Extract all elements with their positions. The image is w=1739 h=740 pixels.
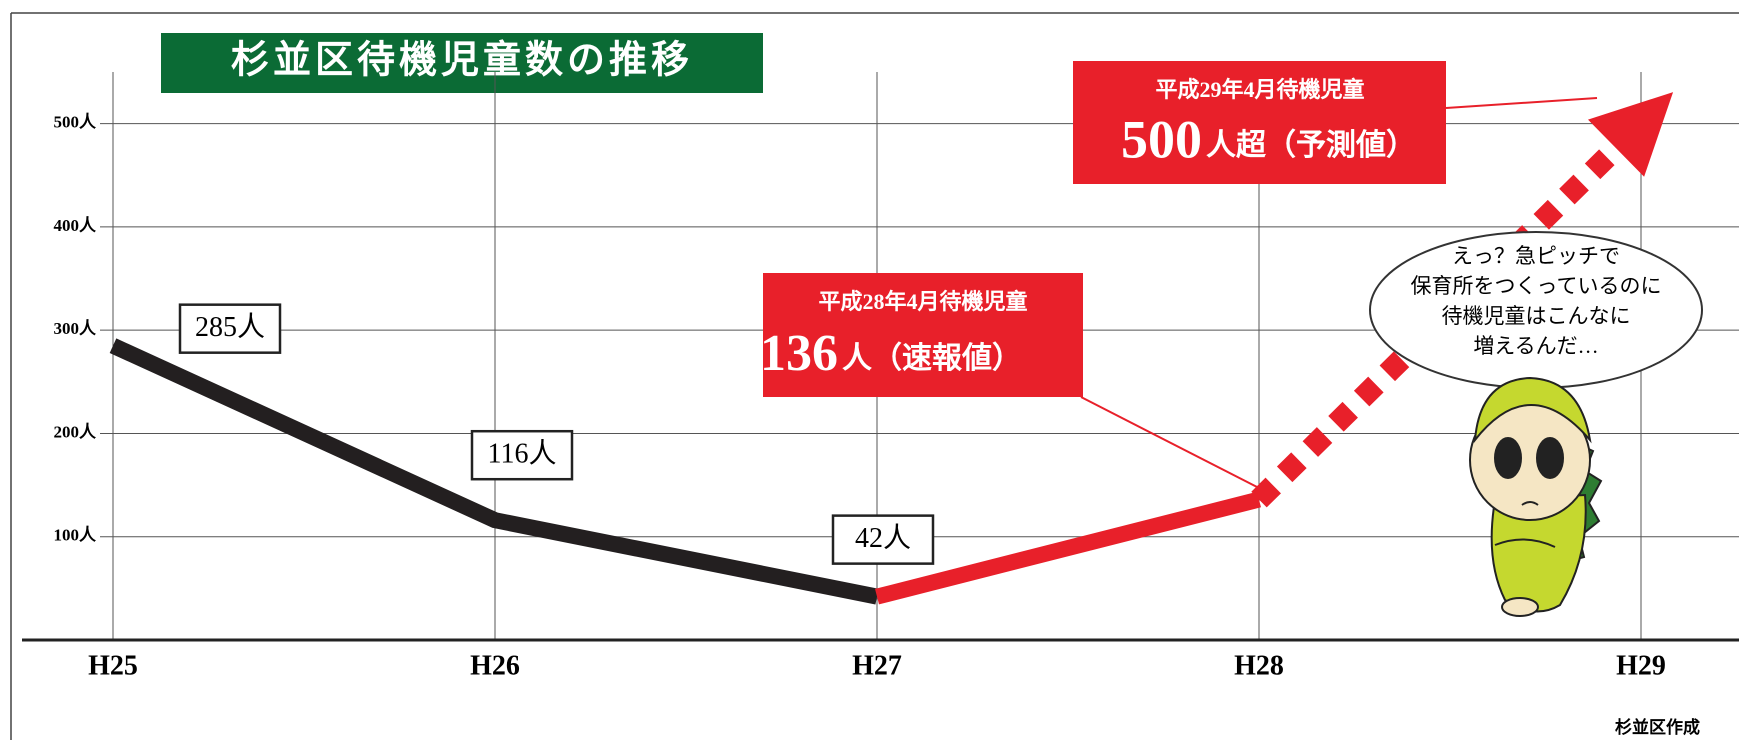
y-tick-label: 500人	[54, 113, 98, 132]
leader-line	[1446, 98, 1597, 108]
chart-title: 杉並区待機児童数の推移	[231, 39, 693, 82]
annotation-value: 136	[760, 325, 838, 382]
y-tick-label: 200人	[54, 422, 98, 441]
bubble-text: 待機児童はこんなに	[1442, 304, 1631, 328]
y-tick-label: 400人	[54, 216, 98, 235]
series-line	[877, 500, 1259, 597]
leader-line	[1081, 397, 1259, 488]
annotation-value: 500	[1121, 109, 1202, 169]
mascot	[1470, 378, 1601, 616]
y-tick-label: 300人	[54, 319, 98, 338]
x-tick-label: H25	[88, 650, 138, 681]
x-tick-label: H26	[470, 650, 520, 681]
annotation-unit: 人（速報値）	[842, 341, 1022, 375]
annotation-label: 平成29年4月待機児童	[1155, 77, 1364, 102]
bubble-text: 保育所をつくっているのに	[1411, 274, 1662, 298]
chart: 杉並区待機児童数の推移 100人 200人 300人 400人 500人 H25 H26 H2…	[0, 0, 1739, 740]
x-tick-label: H29	[1616, 650, 1666, 681]
value-label: 285人	[195, 312, 265, 343]
bubble-text: えっ？急ピッチで	[1452, 244, 1620, 268]
y-tick-label: 100人	[54, 526, 98, 545]
annotation-unit: 人超（予測値）	[1206, 128, 1416, 162]
value-label: 116人	[488, 439, 557, 470]
x-tick-label: H28	[1234, 650, 1284, 681]
x-tick-label: H27	[852, 650, 902, 681]
credit: 杉並区作成	[1615, 717, 1700, 737]
value-label: 42人	[855, 523, 911, 554]
annotation-label: 平成28年4月待機児童	[818, 289, 1027, 314]
bubble-text: 増えるんだ…	[1473, 334, 1598, 358]
